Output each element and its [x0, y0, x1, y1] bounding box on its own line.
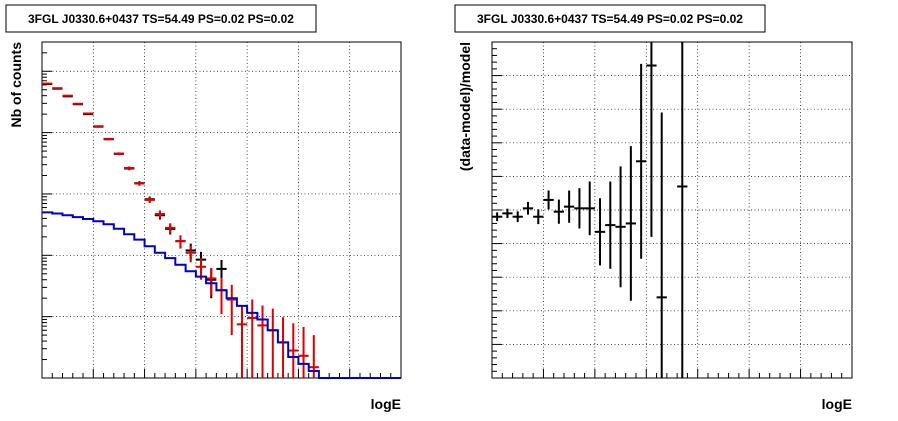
data-point	[62, 94, 73, 97]
residual-title: 3FGL J0330.6+0437 TS=54.49 PS=0.02 PS=0.…	[477, 12, 743, 26]
data-point	[257, 305, 268, 378]
data-point	[154, 210, 166, 219]
counts-y-axis-label: Nb of counts	[8, 42, 24, 128]
data-point	[236, 304, 248, 378]
data-point	[512, 211, 523, 223]
residual-plot-frame	[491, 41, 853, 379]
data-point	[553, 199, 564, 224]
data-point	[226, 284, 237, 336]
data-point	[124, 166, 135, 170]
data-point	[492, 212, 503, 222]
data-point	[677, 42, 688, 378]
residual-y-ticks	[492, 41, 502, 379]
counts-x-axis-label: logE	[371, 396, 401, 412]
data-point	[165, 223, 176, 234]
data-point	[72, 102, 84, 105]
data-point	[175, 235, 186, 249]
data-point	[594, 198, 606, 266]
data-point	[656, 112, 667, 378]
data-point	[584, 181, 595, 236]
counts-grid	[42, 42, 401, 378]
residual-title-box	[454, 4, 766, 33]
data-point	[646, 42, 657, 237]
data-point	[42, 82, 53, 85]
data-point	[522, 201, 534, 215]
data-point	[206, 268, 217, 296]
data-point	[103, 137, 114, 140]
residual-grid	[492, 42, 852, 378]
counts-title: 3FGL J0330.6+0437 TS=54.49 PS=0.02 PS=0.…	[28, 12, 294, 26]
counts-data	[42, 82, 401, 379]
residual-panel: 3FGL J0330.6+0437 TS=54.49 PS=0.02 PS=0.…	[454, 4, 853, 412]
data-point	[564, 190, 575, 223]
data-point	[52, 87, 63, 90]
data-point	[113, 152, 125, 155]
data-point	[502, 208, 513, 219]
data-point	[533, 209, 544, 225]
residual-data	[492, 42, 688, 378]
counts-plot-frame	[41, 41, 402, 379]
residual-x-ticks	[491, 369, 853, 378]
data-point	[288, 323, 299, 378]
data-point	[636, 63, 647, 259]
residual-x-axis-label: logE	[822, 396, 852, 412]
data-point	[144, 197, 155, 204]
counts-y-ticks	[42, 41, 52, 379]
data-point	[543, 190, 554, 210]
data-point	[185, 245, 196, 263]
data-point	[605, 181, 616, 269]
data-point	[93, 125, 104, 128]
data-point	[615, 166, 626, 288]
data-point	[83, 112, 94, 115]
data-point	[625, 146, 636, 301]
counts-panel: 3FGL J0330.6+0437 TS=54.49 PS=0.02 PS=0.…	[5, 4, 402, 412]
data-point	[298, 326, 309, 378]
residual-y-axis-label: (data-model)/model	[457, 42, 473, 171]
model-step-line	[42, 211, 401, 379]
data-point	[134, 181, 145, 186]
counts-title-box	[5, 4, 317, 33]
data-point	[574, 188, 585, 229]
